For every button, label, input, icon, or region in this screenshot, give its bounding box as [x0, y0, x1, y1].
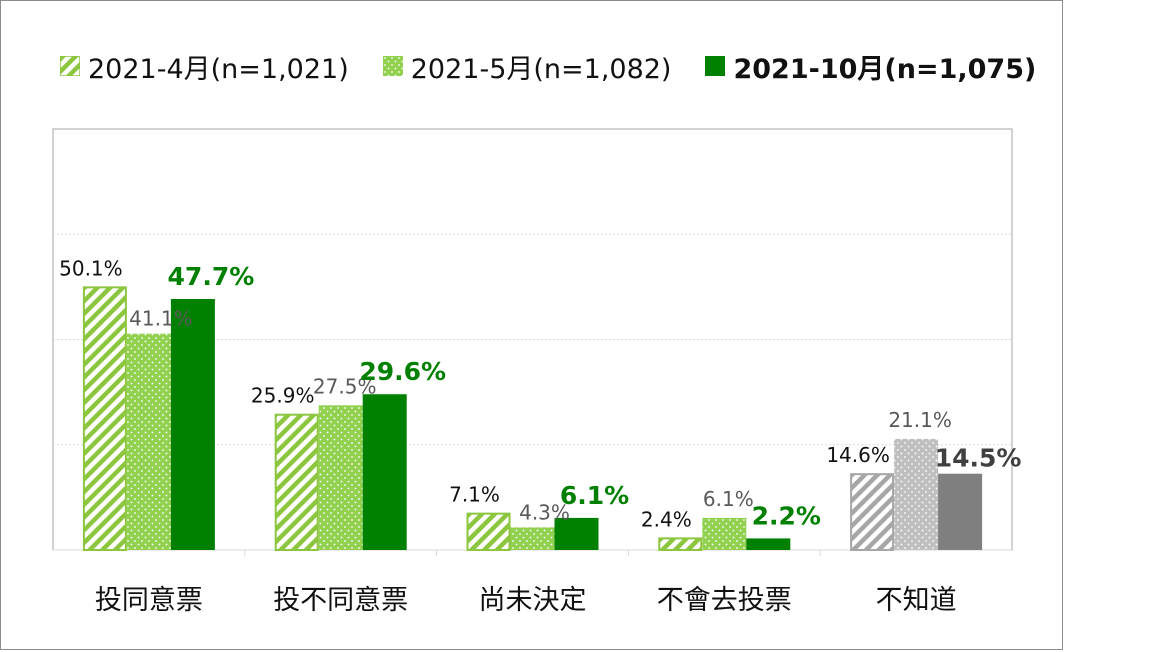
data-label-october-0: 47.7% [168, 262, 255, 291]
data-labels: 50.1%41.1%47.7%25.9%27.5%29.6%7.1%4.3%6.… [59, 256, 1021, 531]
bar-may-3 [702, 517, 747, 550]
data-label-april-1: 25.9% [251, 384, 315, 408]
legend-label-may: 2021-5月(n=1,082) [410, 53, 672, 85]
data-label-april-0: 50.1% [59, 256, 123, 280]
legend-item-may: 2021-5月(n=1,082) [382, 47, 672, 86]
category-labels: 投同意票 投不同意票 尚未決定 不會去投票 不知道 [95, 585, 957, 616]
data-label-october-1: 29.6% [359, 357, 446, 386]
bar-april-4 [850, 473, 895, 552]
bar-april-3 [658, 537, 703, 551]
bar-may-4 [894, 438, 939, 550]
legend-item-october: 2021-10月(n=1,075) [705, 47, 1036, 86]
data-label-april-4: 14.6% [826, 443, 890, 467]
data-label-may-0: 41.1% [129, 307, 193, 331]
bar-october-0 [170, 298, 215, 550]
legend-label-april: 2021-4月(n=1,021) [88, 53, 349, 85]
bar-april-1 [274, 413, 319, 552]
category-label-2: 尚未決定 [479, 585, 587, 616]
bar-october-1 [362, 394, 407, 550]
bar-may-1 [318, 405, 363, 550]
category-label-3: 不會去投票 [657, 585, 792, 616]
data-label-october-2: 6.1% [560, 481, 629, 510]
data-label-may-2: 4.3% [519, 500, 570, 524]
data-label-april-3: 2.4% [641, 507, 692, 531]
legend-swatch-hatch [60, 56, 80, 76]
bars [82, 286, 983, 552]
data-label-may-3: 6.1% [703, 487, 754, 511]
bar-april-2 [466, 512, 511, 551]
bar-october-4 [938, 473, 983, 550]
data-label-april-2: 7.1% [449, 483, 500, 507]
category-label-1: 投不同意票 [273, 585, 408, 616]
bar-october-2 [554, 517, 599, 550]
legend: 2021-4月(n=1,021) 2021-5月(n=1,082) 2021-1… [60, 46, 1036, 86]
legend-item-april: 2021-4月(n=1,021) [60, 47, 349, 86]
bar-october-3 [746, 538, 791, 550]
legend-label-october: 2021-10月(n=1,075) [733, 53, 1037, 85]
data-label-october-4: 14.5% [935, 444, 1022, 473]
bar-april-0 [82, 286, 127, 551]
data-label-may-4: 21.1% [888, 408, 952, 432]
category-label-4: 不知道 [876, 585, 957, 616]
data-label-october-3: 2.2% [752, 501, 821, 530]
bar-may-0 [126, 333, 171, 550]
data-label-may-1: 27.5% [313, 374, 377, 398]
legend-swatch-solid [705, 56, 726, 76]
category-label-0: 投同意票 [95, 585, 203, 616]
legend-swatch-dotted [382, 56, 403, 76]
bar-may-2 [510, 527, 555, 550]
